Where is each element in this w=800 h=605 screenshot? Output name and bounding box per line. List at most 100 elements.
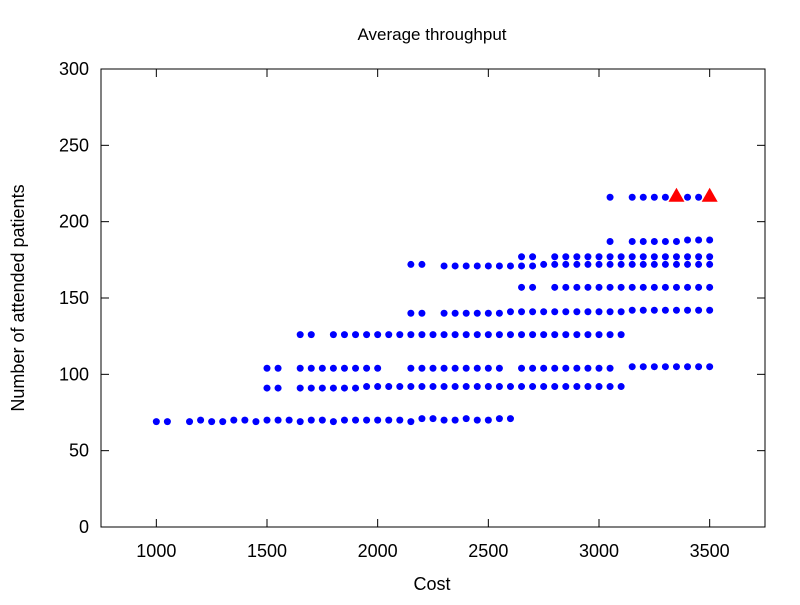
- circle-point: [385, 383, 393, 391]
- circle-point: [429, 383, 437, 391]
- circle-point: [352, 384, 360, 392]
- circle-point: [318, 384, 326, 392]
- circle-point: [573, 331, 581, 339]
- circle-point: [440, 309, 448, 317]
- circle-point: [252, 418, 260, 426]
- circle-point: [340, 384, 348, 392]
- circle-point: [639, 193, 647, 201]
- circle-point: [706, 253, 714, 261]
- circle-point: [606, 383, 614, 391]
- circle-point: [617, 260, 625, 268]
- circle-point: [429, 364, 437, 372]
- circle-point: [518, 283, 526, 291]
- circle-point: [639, 238, 647, 246]
- circle-point: [329, 384, 337, 392]
- circle-point: [219, 418, 227, 426]
- y-tick-label: 300: [59, 59, 89, 79]
- circle-point: [340, 331, 348, 339]
- circle-point: [595, 308, 603, 316]
- circle-point: [506, 331, 514, 339]
- circle-point: [684, 193, 692, 201]
- circle-point: [451, 383, 459, 391]
- circle-point: [407, 383, 415, 391]
- circle-point: [451, 331, 459, 339]
- circle-point: [352, 364, 360, 372]
- circle-point: [473, 416, 481, 424]
- circle-point: [684, 283, 692, 291]
- circle-point: [440, 331, 448, 339]
- circle-point: [628, 306, 636, 314]
- y-tick-label: 150: [59, 288, 89, 308]
- circle-point: [617, 331, 625, 339]
- circle-point: [440, 364, 448, 372]
- circle-point: [672, 260, 680, 268]
- circle-point: [684, 260, 692, 268]
- triangle-point: [668, 187, 685, 202]
- y-tick-label: 100: [59, 364, 89, 384]
- circle-point: [650, 363, 658, 371]
- circle-point: [695, 193, 703, 201]
- circle-point: [584, 283, 592, 291]
- circle-point: [595, 383, 603, 391]
- circle-point: [573, 383, 581, 391]
- circle-point: [695, 283, 703, 291]
- circle-point: [584, 308, 592, 316]
- circle-point: [628, 193, 636, 201]
- circle-point: [495, 383, 503, 391]
- circle-point: [628, 260, 636, 268]
- circle-point: [628, 283, 636, 291]
- circle-point: [606, 364, 614, 372]
- circle-point: [374, 331, 382, 339]
- circle-point: [152, 418, 160, 426]
- circle-point: [363, 331, 371, 339]
- circle-point: [208, 418, 216, 426]
- circle-point: [695, 363, 703, 371]
- circle-point: [684, 236, 692, 244]
- y-tick-label: 50: [69, 441, 89, 461]
- circle-point: [650, 260, 658, 268]
- circle-point: [462, 415, 470, 423]
- y-axis-label: Number of attended patients: [8, 184, 28, 411]
- circle-point: [540, 383, 548, 391]
- circle-point: [606, 238, 614, 246]
- circle-point: [263, 384, 271, 392]
- circle-point: [529, 331, 537, 339]
- circle-point: [672, 253, 680, 261]
- circle-point: [418, 309, 426, 317]
- circle-point: [429, 415, 437, 423]
- circle-point: [551, 383, 559, 391]
- circle-point: [473, 364, 481, 372]
- circle-point: [484, 331, 492, 339]
- circle-point: [518, 253, 526, 261]
- circle-point: [307, 416, 315, 424]
- circle-point: [672, 238, 680, 246]
- circle-point: [296, 331, 304, 339]
- circle-point: [695, 306, 703, 314]
- circle-point: [385, 416, 393, 424]
- circle-point: [573, 283, 581, 291]
- circle-point: [639, 260, 647, 268]
- circle-point: [186, 418, 194, 426]
- circle-point: [562, 260, 570, 268]
- circle-point: [661, 363, 669, 371]
- circle-point: [263, 416, 271, 424]
- circle-point: [672, 306, 680, 314]
- circle-point: [396, 383, 404, 391]
- circle-point: [407, 260, 415, 268]
- chart-title: Average throughput: [357, 25, 506, 44]
- circle-point: [462, 309, 470, 317]
- circle-point: [307, 384, 315, 392]
- circle-point: [617, 283, 625, 291]
- circle-point: [484, 383, 492, 391]
- triangle-point: [701, 187, 718, 202]
- circle-point: [495, 262, 503, 270]
- circle-point: [628, 363, 636, 371]
- circle-point: [462, 331, 470, 339]
- circle-point: [518, 364, 526, 372]
- x-tick-label: 3000: [579, 541, 619, 561]
- circle-point: [518, 308, 526, 316]
- circle-point: [706, 283, 714, 291]
- circle-point: [163, 418, 171, 426]
- circle-point: [518, 262, 526, 270]
